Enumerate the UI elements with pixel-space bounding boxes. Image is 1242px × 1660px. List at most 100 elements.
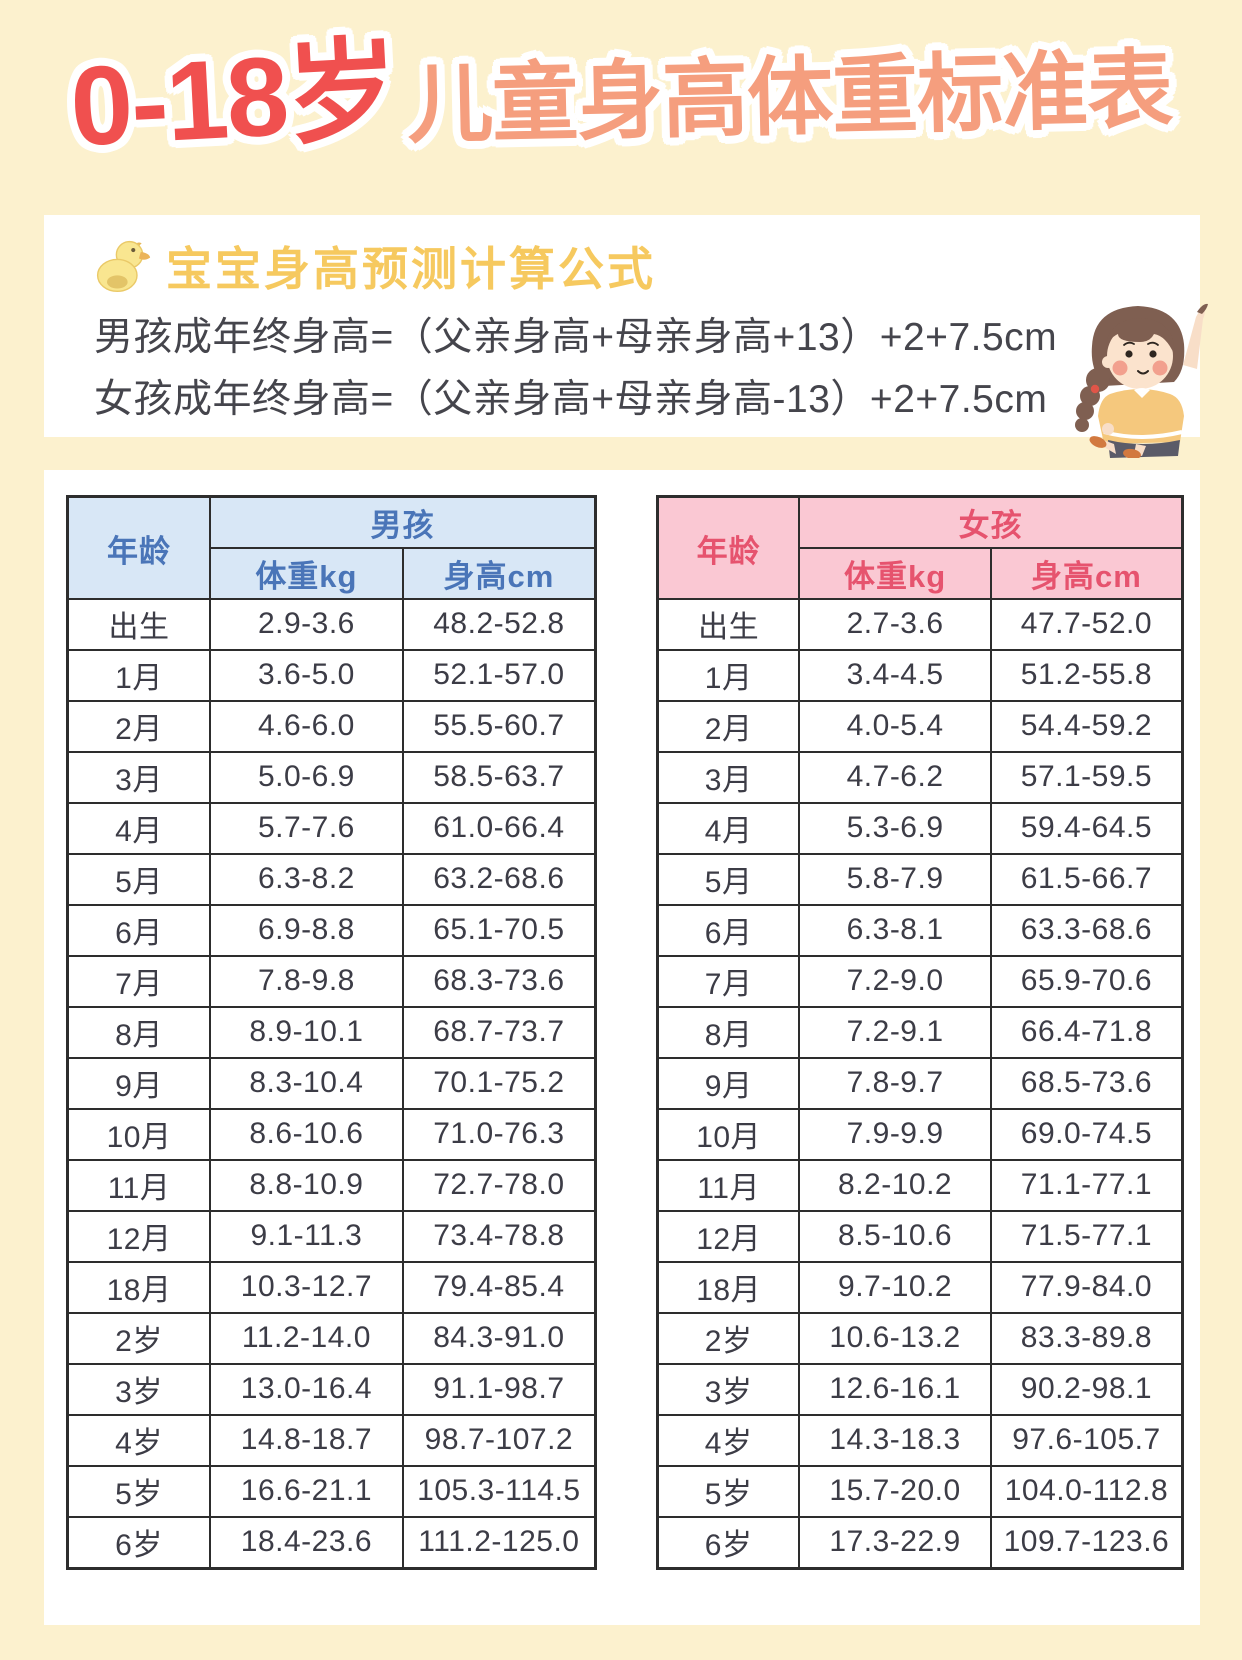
height-cell: 83.3-89.8 [989, 1311, 1184, 1365]
table-row: 6月 6.9-8.8 65.1-70.5 [66, 903, 597, 957]
tables-panel: 年龄 男孩 体重kg 身高cm 出生 2.9-3.6 48.2-52.8 1月 3.6-… [44, 470, 1200, 1625]
weight-cell: 5.0-6.9 [209, 750, 404, 804]
height-cell: 73.4-78.8 [401, 1209, 597, 1263]
formula-line-boy: 男孩成年终身高=（父亲身高+母亲身高+13）+2+7.5cm [94, 316, 1058, 359]
boys-header-row-2: 体重kg 身高cm [68, 547, 597, 600]
height-cell: 59.4-64.5 [989, 801, 1184, 855]
age-cell: 3月 [66, 750, 212, 804]
weight-cell: 7.9-9.9 [798, 1107, 992, 1161]
title-age-range: 0-18岁 [67, 27, 401, 170]
table-row: 3月 5.0-6.9 58.5-63.7 [66, 750, 597, 804]
height-cell: 98.7-107.2 [401, 1413, 597, 1467]
age-cell: 4月 [656, 801, 801, 855]
weight-cell: 8.8-10.9 [209, 1158, 404, 1212]
table-row: 4岁 14.3-18.3 97.6-105.7 [656, 1413, 1184, 1467]
age-cell: 18月 [656, 1260, 801, 1314]
height-cell: 111.2-125.0 [401, 1515, 597, 1570]
weight-cell: 6.3-8.1 [798, 903, 992, 957]
age-cell: 7月 [656, 954, 801, 1008]
weight-cell: 6.3-8.2 [209, 852, 404, 906]
weight-cell: 10.6-13.2 [798, 1311, 992, 1365]
height-cell: 63.3-68.6 [989, 903, 1184, 957]
height-cell: 65.9-70.6 [989, 954, 1184, 1008]
girls-height-header: 身高cm [989, 547, 1184, 600]
weight-cell: 9.1-11.3 [209, 1209, 404, 1263]
height-cell: 70.1-75.2 [401, 1056, 597, 1110]
age-cell: 8月 [656, 1005, 801, 1059]
height-cell: 77.9-84.0 [989, 1260, 1184, 1314]
weight-cell: 14.8-18.7 [209, 1413, 404, 1467]
table-row: 2月 4.6-6.0 55.5-60.7 [66, 699, 597, 753]
age-cell: 11月 [66, 1158, 212, 1212]
weight-cell: 11.2-14.0 [209, 1311, 404, 1365]
age-cell: 3月 [656, 750, 801, 804]
weight-cell: 13.0-16.4 [209, 1362, 404, 1416]
age-cell: 4岁 [66, 1413, 212, 1467]
height-cell: 109.7-123.6 [989, 1515, 1184, 1570]
height-cell: 79.4-85.4 [401, 1260, 597, 1314]
weight-cell: 8.2-10.2 [798, 1158, 992, 1212]
age-cell: 10月 [656, 1107, 801, 1161]
weight-cell: 8.6-10.6 [209, 1107, 404, 1161]
table-row: 6岁 18.4-23.6 111.2-125.0 [66, 1515, 597, 1570]
weight-cell: 4.6-6.0 [209, 699, 404, 753]
age-cell: 7月 [66, 954, 212, 1008]
age-cell: 出生 [656, 598, 801, 651]
girls-group-header: 女孩 [798, 495, 1184, 549]
page-title: 0-18岁儿童身高体重标准表 [0, 8, 1242, 170]
table-row: 5月 6.3-8.2 63.2-68.6 [66, 852, 597, 906]
boys-table: 年龄 男孩 体重kg 身高cm 出生 2.9-3.6 48.2-52.8 1月 3.6-… [66, 495, 597, 1570]
age-cell: 8月 [66, 1005, 212, 1059]
girls-age-header: 年龄 [656, 495, 801, 600]
age-cell: 出生 [66, 598, 212, 651]
weight-cell: 5.3-6.9 [798, 801, 992, 855]
table-row: 6月 6.3-8.1 63.3-68.6 [656, 903, 1184, 957]
weight-cell: 8.3-10.4 [209, 1056, 404, 1110]
table-row: 1月 3.4-4.5 51.2-55.8 [656, 648, 1184, 702]
duck-icon [96, 240, 151, 293]
weight-cell: 9.7-10.2 [798, 1260, 992, 1314]
weight-cell: 7.2-9.0 [798, 954, 992, 1008]
weight-cell: 2.7-3.6 [798, 598, 992, 651]
formula-heading-label: 宝宝身高预测计算公式 [166, 243, 656, 295]
formula-card: 宝宝身高预测计算公式 男孩成年终身高=（父亲身高+母亲身高+13）+2+7.5c… [44, 215, 1200, 437]
weight-cell: 14.3-18.3 [798, 1413, 992, 1467]
weight-cell: 10.3-12.7 [209, 1260, 404, 1314]
height-cell: 104.0-112.8 [989, 1464, 1184, 1518]
age-cell: 3岁 [66, 1362, 212, 1416]
age-cell: 2月 [66, 699, 212, 753]
height-cell: 65.1-70.5 [401, 903, 597, 957]
weight-cell: 5.7-7.6 [209, 801, 404, 855]
age-cell: 6月 [66, 903, 212, 957]
height-cell: 61.0-66.4 [401, 801, 597, 855]
height-cell: 51.2-55.8 [989, 648, 1184, 702]
age-cell: 5岁 [656, 1464, 801, 1518]
age-cell: 4月 [66, 801, 212, 855]
boys-group-header: 男孩 [209, 495, 597, 549]
weight-cell: 8.9-10.1 [209, 1005, 404, 1059]
title-main: 儿童身高体重标准表 [405, 41, 1173, 154]
girls-header-row-1: 年龄 女孩 [656, 495, 1184, 600]
table-row: 5月 5.8-7.9 61.5-66.7 [656, 852, 1184, 906]
weight-cell: 18.4-23.6 [209, 1515, 404, 1570]
table-row: 4月 5.3-6.9 59.4-64.5 [656, 801, 1184, 855]
table-row: 9月 8.3-10.4 70.1-75.2 [66, 1056, 597, 1110]
formula-line-girl: 女孩成年终身高=（父亲身高+母亲身高-13）+2+7.5cm [94, 378, 1048, 421]
height-cell: 68.7-73.7 [401, 1005, 597, 1059]
girl-illustration [1075, 303, 1208, 458]
table-row: 出生 2.9-3.6 48.2-52.8 [66, 598, 597, 651]
table-row: 5岁 16.6-21.1 105.3-114.5 [66, 1464, 597, 1518]
boys-height-header: 身高cm [401, 547, 597, 600]
height-cell: 48.2-52.8 [401, 598, 597, 651]
table-row: 2岁 10.6-13.2 83.3-89.8 [656, 1311, 1184, 1365]
age-cell: 3岁 [656, 1362, 801, 1416]
weight-cell: 5.8-7.9 [798, 852, 992, 906]
age-cell: 5岁 [66, 1464, 212, 1518]
formula-lines: 男孩成年终身高=（父亲身高+母亲身高+13）+2+7.5cm 女孩成年终身高=（… [94, 307, 1057, 431]
height-cell: 66.4-71.8 [989, 1005, 1184, 1059]
age-cell: 9月 [66, 1056, 212, 1110]
height-cell: 71.1-77.1 [989, 1158, 1184, 1212]
height-cell: 69.0-74.5 [989, 1107, 1184, 1161]
age-cell: 10月 [66, 1107, 212, 1161]
